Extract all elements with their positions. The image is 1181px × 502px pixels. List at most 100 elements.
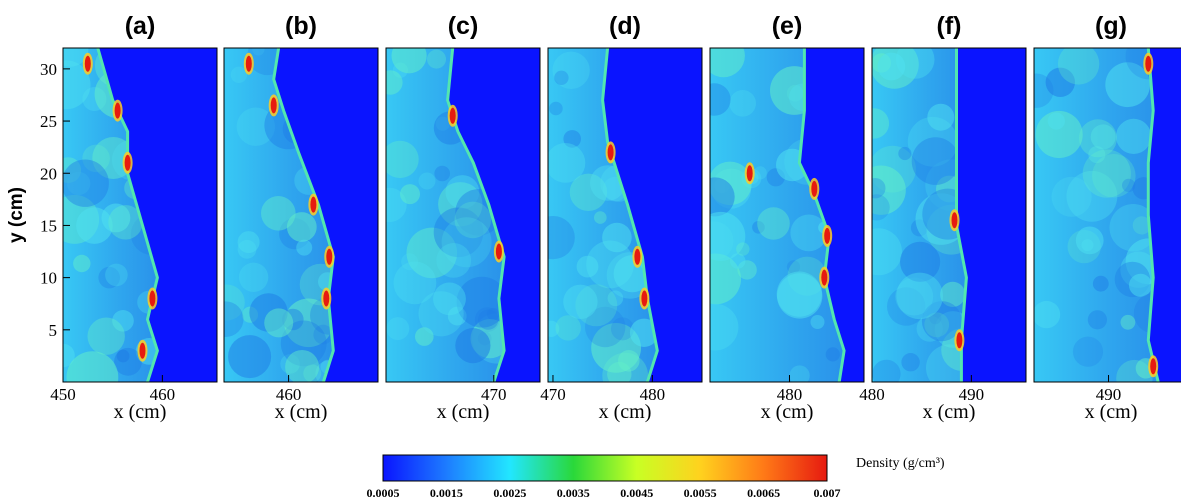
texture-blob: [478, 309, 499, 330]
texture-blob: [1047, 112, 1065, 130]
texture-blob: [895, 48, 935, 79]
y-tick-label: 30: [40, 60, 57, 79]
texture-blob: [435, 116, 450, 131]
hotspot: [811, 180, 818, 197]
texture-blob: [386, 70, 403, 95]
texture-blob: [872, 359, 901, 382]
texture-blob: [915, 193, 967, 245]
hotspot: [245, 55, 252, 72]
texture-blob: [252, 48, 265, 56]
texture-blob: [1051, 176, 1092, 217]
colorbar-tick-label: 0.0025: [493, 486, 526, 500]
y-tick-label: 15: [40, 216, 57, 235]
panel-frame: [547, 47, 703, 383]
texture-blob: [907, 116, 958, 167]
hotspot: [951, 212, 958, 229]
colorbar-tick-label: 0.0055: [684, 486, 717, 500]
texture-blob: [548, 143, 586, 183]
texture-blob: [753, 166, 767, 180]
texture-blob: [415, 327, 434, 346]
texture-blob: [386, 317, 410, 341]
panel-label: (g): [1095, 12, 1127, 40]
hotspot: [746, 165, 753, 182]
texture-blob: [433, 282, 466, 316]
x-tick-label: 450: [50, 385, 76, 404]
y-tick-label: 10: [40, 269, 57, 288]
texture-blob: [87, 317, 125, 355]
texture-blob: [105, 263, 128, 287]
texture-blob: [76, 207, 113, 244]
texture-blob: [284, 298, 333, 348]
texture-blob: [729, 90, 756, 117]
texture-blob: [393, 261, 437, 305]
texture-blob: [548, 320, 560, 337]
y-tick-label: 20: [40, 164, 57, 183]
x-axis-label: x (cm): [437, 401, 490, 423]
texture-blob: [586, 240, 634, 289]
colorbar: 0.0005 0.0015 0.0025 0.0035 0.0045 0.0055 0.00…: [367, 454, 945, 500]
texture-blob: [710, 211, 746, 261]
texture-blob: [224, 284, 245, 321]
texture-blob: [554, 70, 569, 86]
y-tick-label: 5: [49, 321, 58, 340]
texture-blob: [286, 212, 317, 242]
colorbar-tick-label: 0.0065: [747, 486, 780, 500]
texture-blob: [230, 66, 248, 84]
texture-blob: [607, 290, 624, 307]
shock-front: [1146, 48, 1160, 382]
panel-label: (e): [772, 12, 803, 40]
texture-blob: [575, 284, 618, 327]
texture-blob: [108, 205, 143, 240]
colorbar-tick-label: 0.0035: [557, 486, 590, 500]
texture-blob: [63, 159, 109, 207]
texture-blob: [66, 351, 119, 382]
texture-blob: [447, 306, 467, 326]
texture-blob: [901, 353, 920, 372]
hotspot: [323, 290, 330, 307]
x-axis-label: x (cm): [114, 401, 167, 423]
texture-blob: [898, 146, 912, 161]
texture-blob: [1120, 314, 1136, 330]
hotspot: [495, 243, 502, 260]
texture-blob: [454, 201, 492, 239]
texture-blob: [1034, 300, 1061, 329]
colorbar-tick-label: 0.0045: [620, 486, 653, 500]
texture-blob: [237, 239, 257, 259]
colorbar-tick-label: 0.0015: [430, 486, 463, 500]
texture-blob: [280, 354, 300, 374]
texture-blob: [98, 266, 120, 289]
texture-blob: [555, 315, 581, 341]
texture-blob: [456, 276, 505, 328]
texture-blob: [249, 293, 288, 332]
texture-blob: [1078, 119, 1117, 158]
texture-blob: [585, 306, 626, 348]
texture-blob: [1129, 273, 1152, 297]
panel-frame: [223, 47, 379, 383]
texture-blob: [400, 184, 420, 205]
texture-blob: [611, 317, 634, 341]
hotspot: [139, 342, 146, 359]
texture-blob: [434, 165, 451, 182]
x-tick-label: 480: [777, 385, 803, 404]
hotspot: [149, 290, 156, 307]
texture-blob: [1066, 170, 1118, 222]
x-axis-label: x (cm): [275, 401, 328, 423]
texture-blob: [900, 241, 941, 282]
hotspot: [84, 55, 91, 72]
hotspot: [449, 107, 456, 124]
texture-blob: [710, 48, 745, 78]
texture-blob: [1087, 310, 1107, 330]
shock-front: [601, 48, 659, 382]
x-axis-label: x (cm): [761, 401, 814, 423]
texture-blob: [406, 227, 458, 279]
texture-blob: [896, 272, 943, 320]
panel-frame: [871, 47, 1027, 383]
texture-blob: [436, 243, 472, 278]
texture-blob: [303, 364, 322, 382]
texture-blob: [63, 60, 91, 110]
texture-blob: [736, 242, 750, 256]
texture-blob: [1072, 336, 1104, 367]
texture-blob: [591, 323, 641, 373]
